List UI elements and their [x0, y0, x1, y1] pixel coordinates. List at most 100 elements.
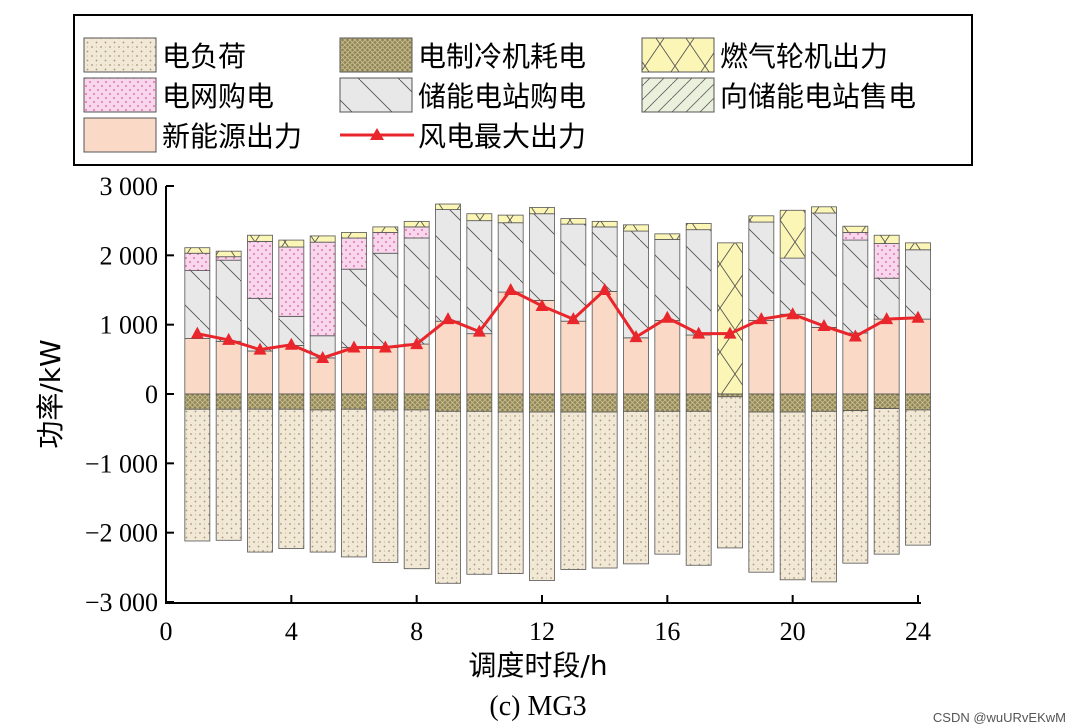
bar-storage_buy-17	[685, 229, 712, 336]
wind-point-4	[284, 337, 298, 350]
legend-swatch-storage_buy	[339, 77, 413, 113]
bar-chiller-17	[685, 393, 712, 412]
bar-chiller-10	[466, 393, 493, 412]
bar-load-19	[748, 411, 775, 573]
x-tick-label: 8	[410, 617, 423, 646]
legend-swatch-renewable	[83, 117, 157, 153]
bar-gas-13	[560, 218, 587, 225]
wind-point-20	[786, 307, 800, 320]
bar-grid-3	[247, 241, 273, 299]
bar-chiller-9	[435, 393, 461, 412]
legend-item-load: 电负荷	[83, 37, 246, 73]
wind-point-12	[535, 298, 549, 311]
bar-chiller-21	[811, 393, 837, 412]
figure-caption: (c) MG3	[489, 691, 586, 722]
bar-load-4	[278, 408, 305, 550]
bar-chiller-5	[309, 393, 336, 411]
bar-load-6	[341, 408, 367, 558]
legend-swatch-storage_sell	[641, 77, 715, 113]
bar-renewable-1	[184, 338, 211, 395]
legend-label-storage_sell: 向储能电站售电	[720, 80, 916, 113]
bar-load-10	[466, 410, 493, 575]
y-tick-label: 1 000	[100, 311, 159, 340]
bar-renewable-5	[309, 357, 336, 395]
bar-load-12	[529, 411, 555, 581]
bar-load-21	[811, 410, 837, 583]
bar-storage_buy-24	[905, 249, 931, 320]
axes: 3 000 2 000 1 000 0 −1 000 −2 000 −3 000 0 4 8 12…	[85, 172, 931, 646]
bar-load-7	[372, 409, 399, 563]
bar-renewable-22	[842, 332, 869, 395]
bar-load-11	[497, 411, 524, 574]
bar-gas-7	[372, 226, 399, 233]
bar-grid-8	[403, 226, 430, 239]
x-tick-label: 4	[285, 617, 298, 646]
wind-point-3	[253, 342, 267, 355]
bar-chiller-16	[654, 393, 681, 412]
bar-renewable-13	[560, 320, 587, 395]
wind-point-21	[817, 319, 831, 332]
bar-renewable-16	[654, 320, 681, 395]
bar-grid-5	[309, 241, 336, 337]
bar-gas-8	[403, 220, 430, 228]
legend-label-storage_buy: 储能电站购电	[418, 80, 586, 113]
bar-storage_buy-9	[435, 209, 461, 322]
bar-chiller-12	[529, 393, 555, 413]
bar-renewable-9	[435, 320, 461, 395]
legend-item-chiller: 电制冷机耗电	[339, 37, 586, 73]
wind-point-7	[378, 340, 392, 353]
bar-grid-23	[873, 243, 900, 279]
bar-chiller-23	[873, 393, 900, 409]
y-tick-label: 2 000	[100, 241, 159, 270]
wind-line-path	[197, 287, 919, 360]
wind-point-13	[566, 312, 580, 325]
bar-grid-1	[184, 252, 211, 271]
y-axis-title: 功率/kW	[34, 339, 67, 448]
bar-renewable-3	[247, 350, 273, 395]
bar-load-14	[591, 411, 618, 569]
bars	[184, 203, 931, 584]
bar-gas-15	[623, 224, 649, 232]
legend-swatch-chiller	[339, 37, 413, 73]
bar-chiller-24	[905, 393, 931, 411]
wind-point-18	[723, 326, 737, 339]
legend-label-grid: 电网购电	[162, 80, 274, 113]
bar-renewable-14	[591, 290, 618, 395]
bar-renewable-10	[466, 333, 493, 395]
wind-point-24	[911, 310, 925, 323]
wind-point-6	[347, 340, 361, 353]
wind-point-8	[410, 337, 424, 350]
bar-storage_buy-2	[215, 259, 242, 342]
wind-point-23	[880, 312, 894, 325]
bar-load-18	[717, 396, 743, 549]
y-tick-label: 0	[145, 380, 158, 409]
wind-point-14	[598, 283, 612, 295]
bar-load-2	[215, 408, 242, 541]
bar-storage_buy-21	[811, 212, 837, 328]
bar-renewable-19	[748, 320, 775, 395]
wind-point-5	[316, 350, 330, 363]
wind-point-2	[222, 332, 236, 345]
y-tick-label: −1 000	[85, 449, 158, 478]
bar-gas-23	[873, 234, 900, 244]
bar-load-9	[435, 410, 461, 584]
bar-chiller-18	[717, 393, 743, 398]
bar-chiller-22	[842, 393, 869, 412]
bar-grid-6	[341, 237, 367, 270]
legend-label-renewable: 新能源出力	[162, 120, 302, 153]
bar-load-17	[685, 410, 712, 566]
bar-chiller-13	[560, 393, 587, 413]
bar-renewable-12	[529, 299, 555, 395]
bar-load-8	[403, 409, 430, 570]
x-tick-label: 12	[529, 617, 555, 646]
legend-label-load: 电负荷	[162, 40, 246, 73]
y-tick-label: −2 000	[85, 519, 158, 548]
legend-item-gas: 燃气轮机出力	[641, 37, 888, 73]
bar-renewable-11	[497, 291, 524, 395]
bar-load-15	[623, 410, 649, 565]
watermark: CSDN @wuURvEKwM	[933, 710, 1066, 725]
legend-item-renewable: 新能源出力	[83, 117, 302, 153]
y-tick-label: 3 000	[100, 172, 159, 201]
bar-renewable-17	[685, 334, 712, 395]
